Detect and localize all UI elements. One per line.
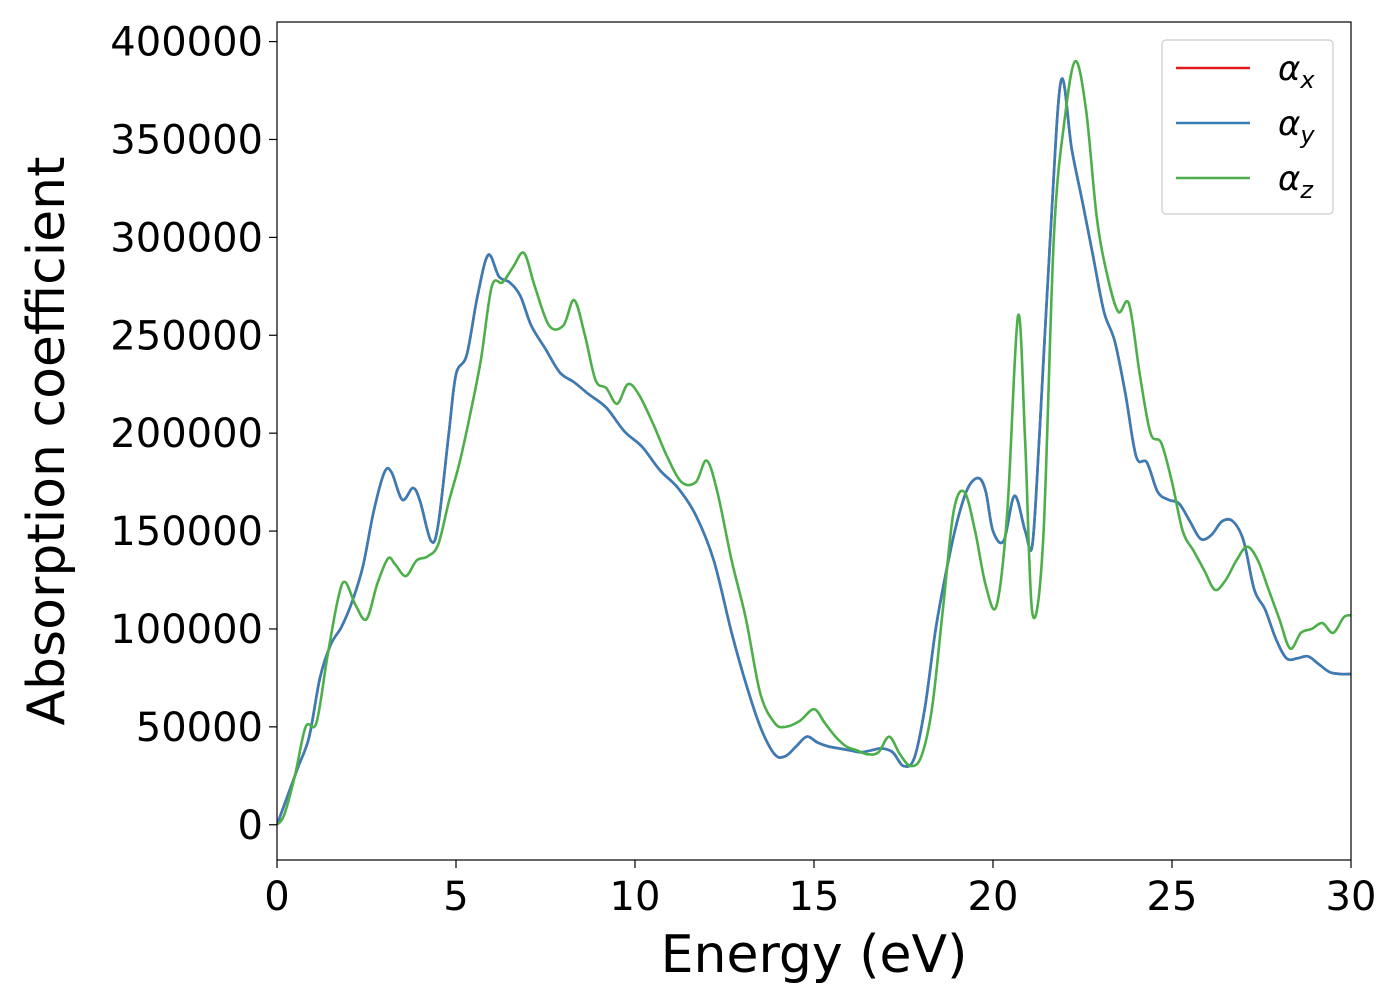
y-axis-ticks: 0 50000 100000 150000 200000 250000 300000 3500… — [110, 20, 277, 849]
legend-label-z: αz — [1278, 159, 1314, 204]
series-layer — [277, 59, 1351, 826]
x-tick-label: 30 — [1326, 874, 1377, 920]
x-tick-label: 10 — [610, 874, 661, 920]
y-tick-label: 250000 — [110, 313, 263, 359]
x-tick-label: 15 — [789, 874, 840, 920]
y-tick-label: 400000 — [110, 20, 263, 66]
x-axis-label: Energy (eV) — [661, 925, 968, 985]
x-axis-ticks: 0 5 10 15 20 25 30 — [264, 860, 1376, 920]
y-tick-label: 200000 — [110, 411, 263, 457]
x-tick-label: 5 — [443, 874, 468, 920]
y-axis-label: Absorption coefficient — [17, 156, 77, 725]
series-line-z-2 — [277, 59, 1351, 826]
legend: αx αy αz — [1161, 39, 1334, 215]
legend-label-x: αx — [1278, 49, 1315, 94]
x-tick-label: 20 — [968, 874, 1019, 920]
y-tick-label: 150000 — [110, 509, 263, 555]
y-tick-label: 50000 — [136, 705, 263, 751]
legend-box — [1161, 39, 1334, 215]
x-tick-label: 25 — [1147, 874, 1198, 920]
legend-label-y: αy — [1278, 104, 1315, 149]
y-tick-label: 350000 — [110, 117, 263, 163]
y-tick-label: 300000 — [110, 215, 263, 261]
y-tick-label: 100000 — [110, 607, 263, 653]
x-tick-label: 0 — [264, 874, 289, 920]
y-tick-label: 0 — [238, 803, 263, 849]
